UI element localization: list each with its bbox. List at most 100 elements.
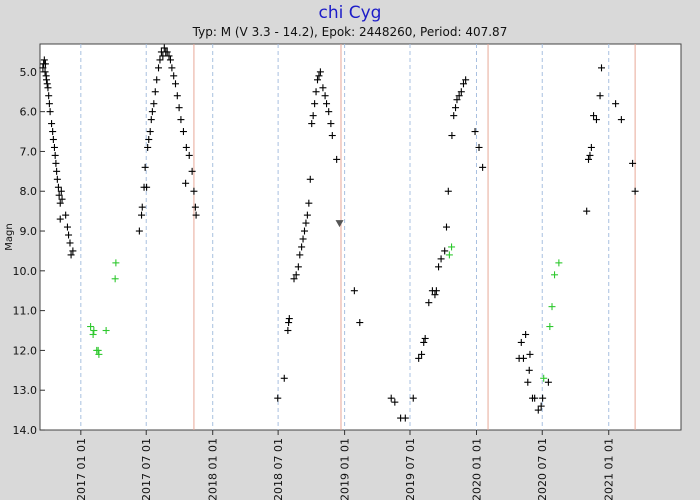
x-tick-label: 2018 01 01 bbox=[207, 438, 220, 500]
grid-lines bbox=[80, 44, 610, 430]
data-point bbox=[173, 92, 181, 100]
data-point bbox=[53, 175, 61, 183]
data-point bbox=[182, 179, 190, 187]
data-point bbox=[598, 64, 606, 72]
data-point bbox=[290, 275, 298, 283]
data-point bbox=[306, 175, 314, 183]
data-points bbox=[39, 44, 639, 422]
data-point bbox=[168, 64, 176, 72]
data-point bbox=[325, 108, 333, 116]
data-point bbox=[62, 211, 70, 219]
x-tick-label: 2017 07 01 bbox=[140, 438, 153, 500]
data-point bbox=[327, 120, 335, 128]
y-axis-label: Magn bbox=[4, 223, 15, 250]
data-point bbox=[471, 128, 479, 136]
data-point bbox=[147, 116, 155, 124]
data-point bbox=[522, 330, 530, 338]
data-point bbox=[519, 354, 527, 362]
data-point bbox=[316, 68, 324, 76]
x-tick-label: 2019 01 01 bbox=[339, 438, 352, 500]
data-point bbox=[90, 327, 98, 335]
data-point bbox=[160, 44, 168, 52]
data-point bbox=[151, 88, 159, 96]
data-point bbox=[67, 251, 75, 259]
data-point bbox=[321, 92, 329, 100]
data-point bbox=[551, 271, 559, 279]
y-tick-label: 13.0 bbox=[13, 384, 38, 397]
data-point bbox=[415, 354, 423, 362]
data-point bbox=[177, 116, 185, 124]
data-point bbox=[55, 191, 63, 199]
data-point bbox=[612, 100, 620, 108]
data-point bbox=[138, 211, 146, 219]
data-point bbox=[135, 227, 143, 235]
x-tick-label: 2018 07 01 bbox=[272, 438, 285, 500]
data-point bbox=[596, 92, 604, 100]
data-point bbox=[300, 227, 308, 235]
data-point bbox=[537, 402, 545, 410]
y-tick-label: 6.0 bbox=[20, 106, 38, 119]
data-point bbox=[190, 187, 198, 195]
data-point bbox=[432, 287, 440, 295]
data-point bbox=[448, 243, 456, 251]
data-point bbox=[629, 159, 637, 167]
data-point bbox=[445, 251, 453, 259]
data-point bbox=[39, 64, 47, 72]
data-point bbox=[584, 155, 592, 163]
data-point bbox=[309, 112, 317, 120]
data-point bbox=[311, 100, 319, 108]
data-point bbox=[89, 330, 97, 338]
data-point bbox=[314, 76, 322, 84]
data-point bbox=[524, 378, 532, 386]
y-tick-label: 11.0 bbox=[13, 305, 38, 318]
data-point bbox=[155, 64, 163, 72]
data-point bbox=[46, 108, 54, 116]
data-point bbox=[525, 366, 533, 374]
data-point bbox=[350, 287, 358, 295]
data-point bbox=[475, 143, 483, 151]
data-point bbox=[401, 414, 409, 422]
data-point bbox=[299, 235, 307, 243]
data-point bbox=[387, 394, 395, 402]
chart-subtitle: Typ: M (V 3.3 - 14.2), Epok: 2448260, Pe… bbox=[192, 25, 508, 39]
data-point bbox=[156, 56, 164, 64]
y-tick-label: 10.0 bbox=[13, 265, 38, 278]
data-point bbox=[587, 143, 595, 151]
y-tick-label: 8.0 bbox=[20, 185, 38, 198]
data-point bbox=[333, 155, 341, 163]
data-point bbox=[112, 259, 120, 267]
data-point bbox=[450, 112, 458, 120]
x-axis-ticks: 2017 01 01 2017 07 01 2018 01 01 2018 07 01… bbox=[75, 430, 616, 500]
data-point bbox=[442, 223, 450, 231]
data-point bbox=[144, 143, 152, 151]
data-point bbox=[531, 394, 539, 402]
data-point bbox=[555, 259, 563, 267]
data-point bbox=[308, 120, 316, 128]
maxima-lines bbox=[193, 44, 636, 430]
data-point bbox=[143, 183, 151, 191]
data-point bbox=[145, 136, 153, 144]
data-point bbox=[53, 167, 61, 175]
x-tick-label: 2019 07 01 bbox=[404, 438, 417, 500]
data-point bbox=[323, 100, 331, 108]
data-point bbox=[41, 60, 49, 68]
data-point bbox=[274, 394, 282, 402]
data-point bbox=[356, 319, 364, 327]
data-point bbox=[95, 350, 103, 358]
data-point bbox=[94, 346, 102, 354]
data-point bbox=[185, 151, 193, 159]
data-point bbox=[49, 136, 57, 144]
data-point bbox=[182, 143, 190, 151]
data-point bbox=[312, 88, 320, 96]
y-axis-ticks: 5.0 6.0 7.0 8.0 9.0 10.0 11.0 12.0 13.0 14.0 bbox=[13, 66, 45, 437]
data-point bbox=[421, 334, 429, 342]
chart-title: chi Cyg bbox=[319, 3, 382, 23]
x-tick-label: 2017 01 01 bbox=[75, 438, 88, 500]
data-point bbox=[43, 76, 51, 84]
data-point bbox=[517, 338, 525, 346]
data-point bbox=[171, 80, 179, 88]
data-point bbox=[437, 255, 445, 263]
data-point bbox=[48, 120, 56, 128]
data-point bbox=[328, 132, 336, 140]
